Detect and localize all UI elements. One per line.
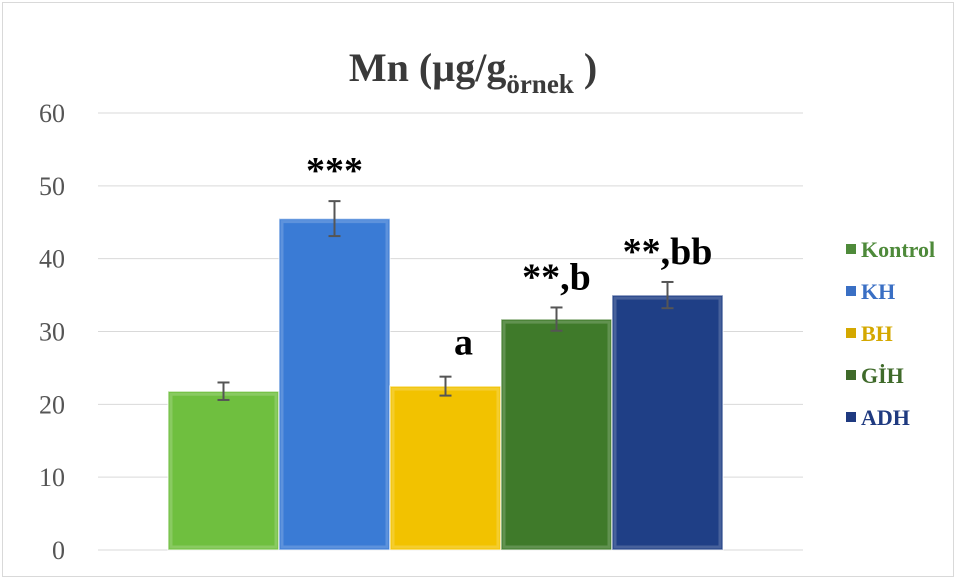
legend-swatch-kontrol bbox=[846, 244, 856, 254]
chart-title: Mn (µg/görnek ) bbox=[349, 45, 597, 99]
title-subscript: örnek bbox=[506, 69, 574, 99]
title-close: ) bbox=[574, 45, 597, 90]
bar-kh bbox=[278, 217, 391, 551]
legend-swatch-adh bbox=[846, 412, 856, 422]
y-tick-label: 30 bbox=[39, 318, 65, 347]
bar-bh bbox=[389, 385, 502, 551]
legend-swatch-bh bbox=[846, 328, 856, 338]
bar-adh bbox=[611, 294, 724, 551]
annotations: *** a **,b **,bb bbox=[306, 150, 712, 364]
significance-label: *** bbox=[306, 150, 363, 192]
y-tick-label: 40 bbox=[39, 245, 65, 274]
bar-kontrol bbox=[167, 390, 280, 551]
significance-label: **,b bbox=[522, 256, 591, 298]
legend-label: BH bbox=[861, 321, 893, 346]
significance-label: **,bb bbox=[623, 231, 713, 273]
significance-label: a bbox=[454, 322, 473, 364]
legend: Kontrol KH BH GİH ADH bbox=[846, 237, 935, 430]
y-tick-label: 60 bbox=[39, 99, 65, 128]
bar-chart: 0 10 20 30 40 50 60 *** a **,b **,bb Kontrol KH BH G… bbox=[39, 45, 935, 565]
y-tick-label: 50 bbox=[39, 172, 65, 201]
bar-gi̇h bbox=[500, 318, 613, 551]
error-bars bbox=[217, 200, 674, 401]
title-main: Mn (µg/g bbox=[349, 45, 506, 90]
legend-label: GİH bbox=[861, 363, 904, 388]
legend-label: ADH bbox=[861, 405, 910, 430]
y-axis-ticks: 0 10 20 30 40 50 60 bbox=[39, 99, 65, 565]
legend-label: KH bbox=[861, 279, 895, 304]
y-tick-label: 0 bbox=[52, 536, 65, 565]
legend-swatch-gi̇h bbox=[846, 370, 856, 380]
bars bbox=[167, 217, 724, 551]
legend-label: Kontrol bbox=[861, 237, 935, 262]
y-tick-label: 20 bbox=[39, 390, 65, 419]
y-tick-label: 10 bbox=[39, 463, 65, 492]
legend-swatch-kh bbox=[846, 286, 856, 296]
